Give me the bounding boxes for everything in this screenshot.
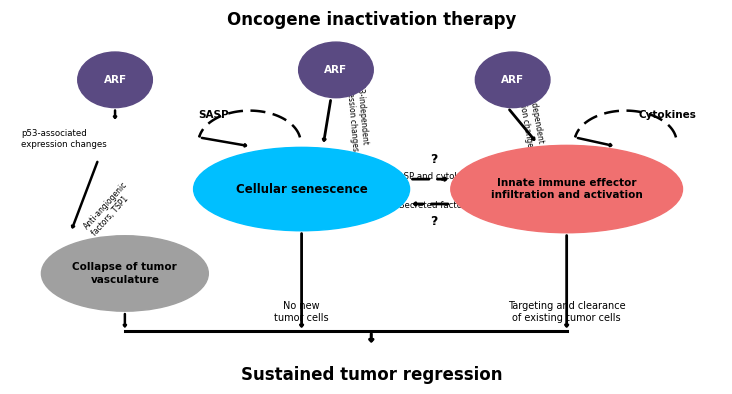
Text: p53-associated
expression changes: p53-associated expression changes — [21, 130, 107, 149]
Ellipse shape — [451, 145, 682, 233]
Text: ?: ? — [430, 153, 438, 166]
Ellipse shape — [475, 52, 550, 108]
Ellipse shape — [78, 52, 152, 108]
Text: Sustained tumor regression: Sustained tumor regression — [241, 366, 502, 384]
Text: SASP and cytokines: SASP and cytokines — [392, 172, 477, 180]
Text: p53-independent
expression changes: p53-independent expression changes — [344, 74, 370, 151]
Ellipse shape — [299, 42, 373, 98]
Text: ARF: ARF — [103, 75, 127, 85]
Ellipse shape — [193, 147, 410, 231]
Text: Collapse of tumor
vasculature: Collapse of tumor vasculature — [72, 262, 177, 284]
Text: Secreted factors: Secreted factors — [399, 201, 470, 210]
Text: Cellular senescence: Cellular senescence — [236, 182, 367, 195]
Text: ARF: ARF — [501, 75, 524, 85]
Text: ARF: ARF — [324, 65, 348, 75]
Text: SASP: SASP — [198, 110, 228, 120]
Text: Targeting and clearance
of existing tumor cells: Targeting and clearance of existing tumo… — [508, 301, 625, 323]
Text: Oncogene inactivation therapy: Oncogene inactivation therapy — [227, 11, 516, 29]
Text: Innate immune effector
infiltration and activation: Innate immune effector infiltration and … — [490, 178, 643, 200]
Text: p53-independent
expression changes: p53-independent expression changes — [512, 74, 545, 152]
Text: ?: ? — [430, 216, 438, 229]
Text: Anti-angiogenic
factors, TSP1: Anti-angiogenic factors, TSP1 — [83, 180, 138, 238]
Ellipse shape — [42, 236, 209, 311]
Text: Cytokines: Cytokines — [639, 110, 697, 120]
Text: No new
tumor cells: No new tumor cells — [274, 301, 329, 323]
